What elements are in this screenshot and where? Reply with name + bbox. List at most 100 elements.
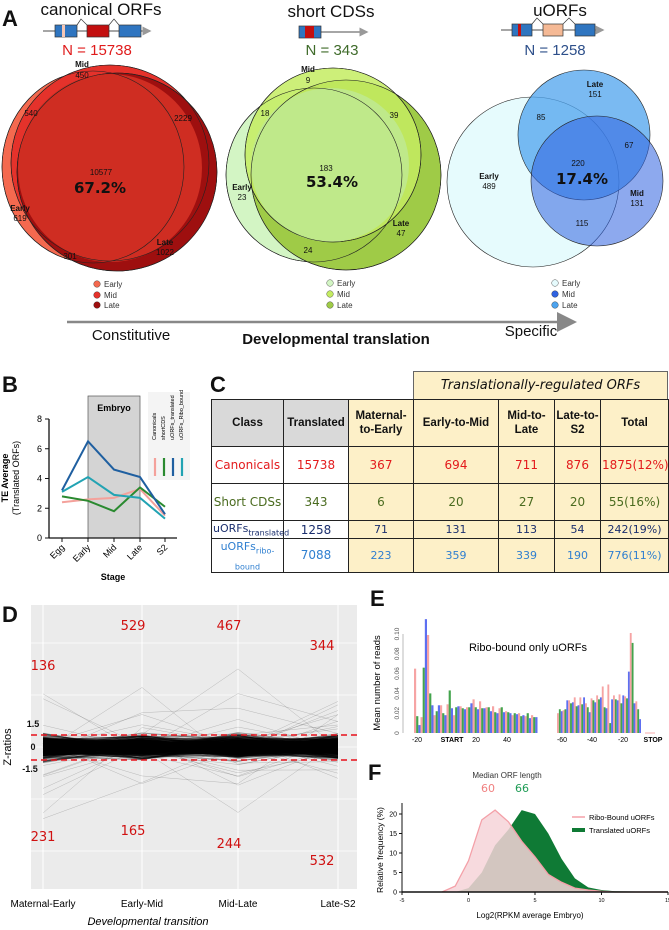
x-tick-label: Egg [48,542,66,560]
zratio-line [42,742,339,758]
x-tick-label: 10 [598,898,604,904]
zratio-line [42,739,339,752]
zratio-line [42,733,339,748]
zratio-line [42,743,339,757]
x-tick-label: S2 [155,542,170,557]
zratio-line [42,739,339,764]
series-line-uorfs-ribo-bound [61,475,166,520]
zratio-line [42,739,339,749]
zratio-line [42,742,339,760]
zratio-line [42,737,339,751]
zratio-line [42,736,339,750]
zratio-line [42,738,339,756]
stop-bar [598,699,600,733]
zratio-line [42,720,339,776]
zratio-line [42,737,339,754]
n-count: N = 15738 [62,42,132,59]
zratio-line [42,743,339,752]
zratio-line [42,745,339,753]
zratio-line [42,739,339,746]
zratio-line [42,740,339,758]
zratio-line [42,740,339,763]
y-tick-label: 0.06 [394,667,401,680]
zratio-line [42,739,339,750]
zratio-line [42,741,339,760]
stop-bar [557,713,559,733]
zratio-line [42,698,339,774]
zratio-line [42,743,339,755]
venn-label-late: Late [587,80,604,89]
zratio-line [42,704,339,753]
venn-percent: 17.4% [556,170,608,188]
venn-count: 540 [24,109,38,118]
zratio-lines [42,668,339,819]
zratio-line [42,747,339,753]
zratio-line [42,743,339,752]
zratio-line [42,745,339,758]
y-tick-label: 20 [389,812,397,819]
zratio-line [42,735,339,753]
zratio-line [42,738,339,779]
column-header: Class [211,399,284,447]
zratio-line [42,738,339,749]
zratio-line [42,740,339,752]
zratio-line [42,741,339,760]
zratio-line [42,742,339,757]
zratio-line [42,736,339,761]
zratio-line [42,736,339,759]
x-tick-label: Late-S2 [320,899,355,910]
zratio-line [42,742,339,758]
venn-count: 2229 [174,114,192,123]
venn-intersection [251,88,409,242]
venn-title: uORFs [533,1,587,20]
zratio-line [42,743,339,756]
zratio-line [42,741,339,756]
zratio-line [42,739,339,752]
start-bar [489,711,492,733]
zratio-line [42,738,339,748]
venn-legend: Early Mid Late [551,279,580,310]
zratio-line [42,741,339,751]
start-bar [513,713,516,733]
zratio-line [42,738,339,749]
zratio-line [42,737,339,750]
start-bar [435,711,438,733]
zratio-line [42,740,339,750]
zratio-line [42,737,339,751]
start-bar [476,709,479,733]
table-cell: 694 [413,446,499,484]
table-cell: 7088 [283,538,349,573]
zratio-line [42,738,339,750]
zratio-line [42,739,339,751]
zratio-line [42,737,339,756]
row-class: Short CDSs [211,483,284,521]
zratio-line [42,740,339,755]
zratio-line [42,742,339,756]
zratio-line [42,743,339,789]
venn-count: 67 [625,141,634,150]
zratio-line [42,737,339,758]
zratio-line [42,741,339,764]
legend-item: Early [104,280,122,289]
zratio-line [42,743,339,752]
zratio-line [42,734,339,755]
gene-diagram-icon [501,17,605,37]
zratio-line [42,734,339,749]
stop-bar [599,697,602,733]
zratio-line [42,743,339,759]
zratio-line [42,751,339,757]
zratio-line [42,693,339,750]
zratio-line [42,746,339,762]
zratio-line [42,739,339,746]
zratio-line [42,742,339,751]
zratio-line [42,743,339,754]
zratio-line [42,745,339,755]
legend-item: shortCDS [161,416,167,440]
zratio-line [42,745,339,752]
table-cell: 367 [348,446,414,484]
start-bar [507,712,510,733]
zratio-line [42,740,339,752]
zratio-line [42,742,339,755]
zratio-line [42,744,339,751]
zratio-line [42,743,339,756]
